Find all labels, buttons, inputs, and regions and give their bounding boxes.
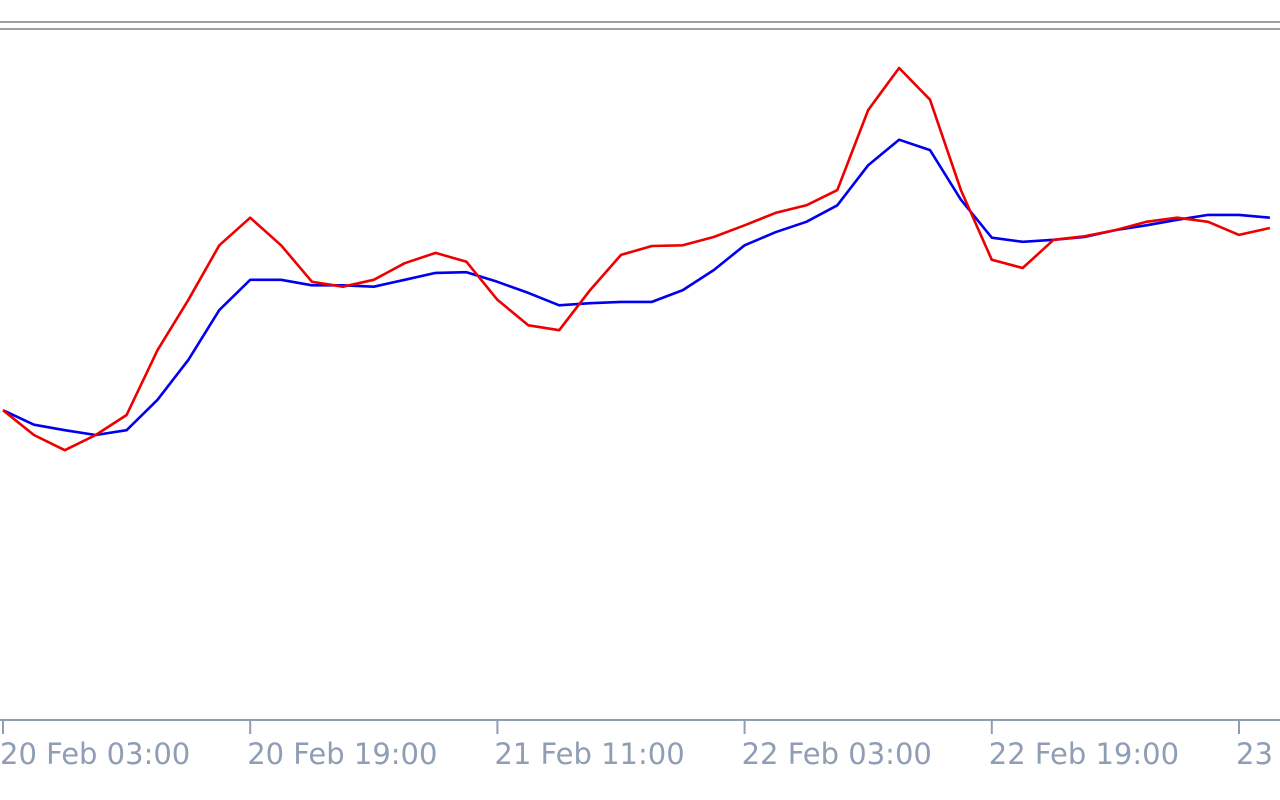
x-tick-label: 20 Feb 03:00 (0, 737, 190, 771)
x-tick-label: 22 Feb 19:00 (989, 737, 1179, 771)
x-tick-label: 22 Feb 03:00 (742, 737, 932, 771)
x-tick-label: 21 Feb 11:00 (494, 737, 684, 771)
series-line (2, 66, 1271, 452)
x-tick-label: 23 (1236, 737, 1273, 771)
x-tick-label: 20 Feb 19:00 (247, 737, 437, 771)
series-line (2, 138, 1271, 437)
